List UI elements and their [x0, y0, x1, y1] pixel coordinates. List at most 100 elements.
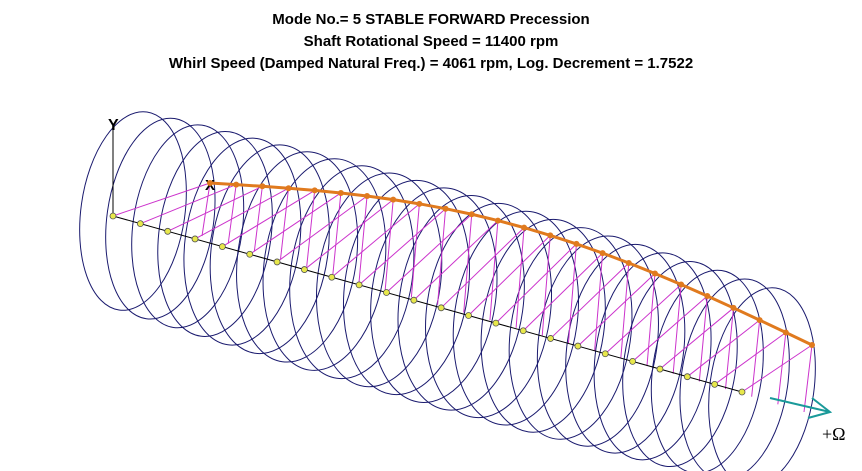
deflected-station	[259, 183, 266, 190]
orbit	[452, 210, 580, 426]
deflection-line	[604, 284, 682, 355]
orbit	[79, 111, 187, 311]
deflection-line	[577, 273, 656, 347]
orbit	[289, 165, 415, 380]
deflected-station	[730, 304, 737, 311]
station	[711, 380, 719, 388]
station	[656, 365, 664, 373]
orbit	[508, 227, 633, 440]
deflection-line	[358, 195, 368, 282]
deflection-line	[201, 182, 211, 237]
deflection-line	[194, 187, 289, 240]
orbit	[565, 243, 686, 454]
deflection-line	[724, 307, 734, 390]
deflected-station	[651, 270, 658, 277]
deflection-line	[280, 188, 290, 260]
deflection-line	[112, 182, 211, 217]
orbit	[209, 144, 330, 355]
deflection-line	[741, 344, 813, 393]
station	[738, 388, 746, 396]
orbit	[622, 261, 738, 468]
stations	[109, 212, 746, 396]
deflection-line	[222, 189, 315, 248]
station	[328, 273, 336, 281]
station	[465, 312, 472, 319]
deflection-line	[358, 208, 446, 286]
station	[547, 335, 554, 342]
orbit	[536, 235, 659, 447]
deflection-line	[332, 192, 342, 275]
orbit	[183, 137, 302, 346]
shaft-axis	[112, 215, 743, 393]
station	[601, 350, 609, 358]
orbit	[425, 202, 553, 419]
deflected-station	[337, 189, 344, 196]
rotation-arrow	[769, 397, 833, 419]
station	[574, 342, 582, 350]
deflection-line	[276, 195, 368, 263]
deflection-line	[646, 273, 656, 367]
deflection-line	[550, 262, 630, 339]
station	[519, 327, 527, 335]
deflection-line	[541, 235, 551, 336]
deflected-station	[207, 180, 213, 186]
deflection-line	[659, 307, 734, 370]
deflection-line	[522, 252, 603, 332]
deflection-line	[249, 192, 342, 255]
deflected-station	[547, 232, 554, 239]
deflection-line	[632, 295, 708, 362]
deflection-line	[440, 227, 525, 309]
orbit	[131, 124, 245, 329]
deflected-station	[390, 196, 397, 203]
title-line: Mode No.= 5 STABLE FORWARD Precession	[272, 11, 589, 28]
station	[109, 212, 117, 220]
deflection-line	[463, 214, 473, 313]
deflection-line	[386, 213, 473, 293]
deflection-line	[167, 185, 263, 232]
deflected-station	[442, 205, 449, 212]
title-line: Shaft Rotational Speed = 11400 rpm	[304, 33, 559, 50]
station	[164, 227, 172, 235]
deflected-station	[809, 342, 815, 348]
deflection-line	[672, 284, 682, 374]
deflected-station	[521, 224, 528, 231]
deflected-stations	[207, 180, 815, 348]
deflection-line	[489, 220, 499, 321]
deflection-line	[306, 190, 316, 267]
deflection-line	[567, 243, 577, 344]
deflected-station	[416, 200, 423, 207]
station	[273, 258, 281, 266]
deflection-line	[304, 199, 394, 270]
deflection-line	[594, 253, 604, 351]
deflection-line	[515, 227, 525, 328]
station	[136, 220, 144, 228]
orbit	[262, 158, 387, 371]
deflected-shape	[209, 181, 813, 347]
deflection-line	[468, 235, 551, 316]
orbit	[342, 179, 470, 396]
orbit	[157, 130, 273, 337]
deflection-line	[803, 344, 813, 413]
deflection-line	[686, 319, 760, 378]
deflection-line	[413, 220, 499, 301]
orbit	[679, 278, 790, 471]
deflected-station	[494, 217, 501, 224]
deflected-station	[678, 281, 685, 288]
deflection-line	[714, 332, 787, 385]
orbit	[370, 187, 498, 403]
deflected-station	[573, 240, 580, 247]
deflected-station	[233, 181, 240, 188]
title-line: Whirl Speed (Damped Natural Freq.) = 406…	[169, 55, 693, 72]
deflected-station	[625, 260, 632, 267]
deflected-station	[311, 187, 318, 194]
deflected-station	[782, 329, 789, 336]
deflection-line	[777, 332, 787, 405]
station	[492, 319, 500, 327]
station	[246, 250, 254, 258]
deflected-station	[468, 211, 475, 218]
station	[437, 304, 445, 312]
orbit	[397, 195, 525, 411]
orbit	[105, 117, 216, 320]
